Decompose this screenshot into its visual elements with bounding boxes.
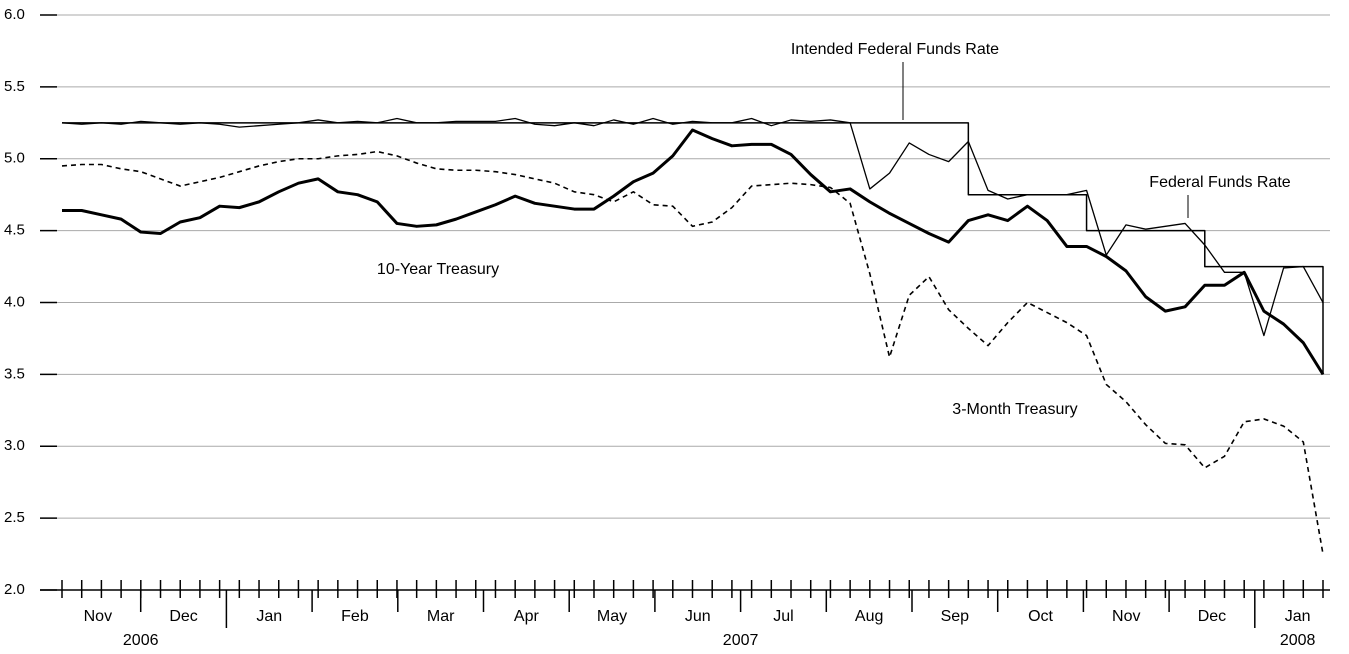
month-label: Nov bbox=[1112, 608, 1140, 625]
series-line bbox=[61, 150, 1324, 555]
series-label: Intended Federal Funds Rate bbox=[791, 41, 999, 58]
y-tick-label: 5.0 bbox=[4, 150, 25, 167]
month-label: Jan bbox=[256, 608, 282, 625]
month-label: Nov bbox=[84, 608, 112, 625]
month-label: Sep bbox=[941, 608, 970, 625]
month-label: May bbox=[597, 608, 627, 625]
month-label: Dec bbox=[169, 608, 197, 625]
month-label: Mar bbox=[427, 608, 455, 625]
month-label: Apr bbox=[514, 608, 540, 625]
y-tick-label: 4.0 bbox=[4, 293, 25, 310]
y-tick-label: 2.0 bbox=[4, 581, 25, 598]
month-label: Jan bbox=[1285, 608, 1311, 625]
y-tick-label: 3.0 bbox=[4, 437, 25, 454]
month-label: Jul bbox=[773, 608, 793, 625]
month-label: Dec bbox=[1198, 608, 1226, 625]
y-tick-label: 2.5 bbox=[4, 509, 25, 526]
series-line bbox=[62, 128, 1325, 376]
year-label: 2006 bbox=[123, 632, 159, 649]
series-label: 3-Month Treasury bbox=[952, 401, 1077, 418]
year-label: 2007 bbox=[723, 632, 759, 649]
year-label: 2008 bbox=[1280, 632, 1316, 649]
y-tick-label: 6.0 bbox=[4, 6, 25, 23]
series-line bbox=[61, 117, 1324, 337]
month-label: Oct bbox=[1028, 608, 1053, 625]
month-label: Jun bbox=[685, 608, 711, 625]
series-label: Federal Funds Rate bbox=[1149, 174, 1291, 191]
y-tick-label: 3.5 bbox=[4, 365, 25, 382]
series-line bbox=[62, 122, 1324, 375]
y-tick-label: 5.5 bbox=[4, 78, 25, 95]
y-tick-label: 4.5 bbox=[4, 222, 25, 239]
month-label: Aug bbox=[855, 608, 883, 625]
month-label: Feb bbox=[341, 608, 369, 625]
series-label: 10-Year Treasury bbox=[377, 261, 499, 278]
